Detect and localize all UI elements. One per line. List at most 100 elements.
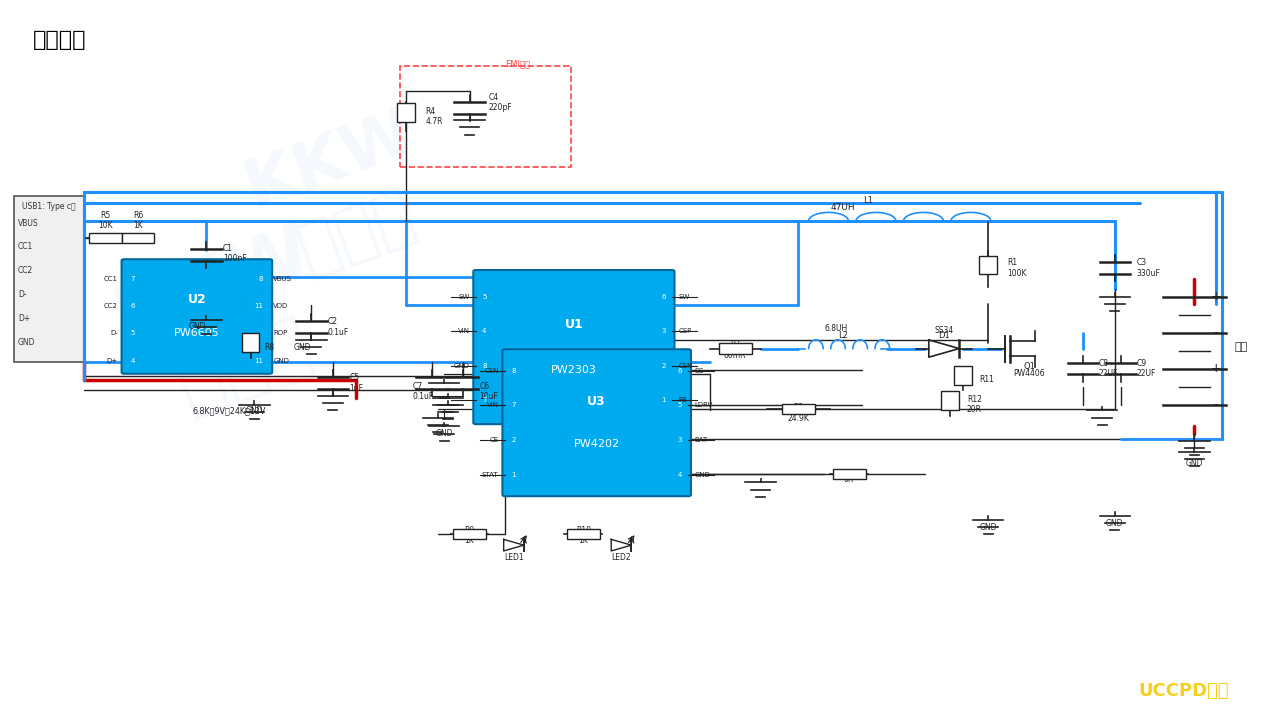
Bar <box>941 391 959 410</box>
Text: 电池: 电池 <box>1235 342 1248 352</box>
Text: KKW
奇克微: KKW 奇克微 <box>236 99 450 293</box>
Text: R4
4.7R: R4 4.7R <box>425 107 443 127</box>
Text: L1: L1 <box>864 196 872 205</box>
Bar <box>954 366 971 385</box>
Bar <box>979 256 997 274</box>
Bar <box>89 233 122 243</box>
Text: R9
1K: R9 1K <box>464 526 474 545</box>
Text: VBUS: VBUS <box>18 219 38 228</box>
Text: PW6605: PW6605 <box>174 328 219 338</box>
Text: FB: FB <box>678 398 687 403</box>
Text: SC: SC <box>695 368 704 374</box>
Text: 1: 1 <box>511 471 516 478</box>
Text: GND: GND <box>18 338 36 346</box>
Text: GND: GND <box>1186 459 1203 468</box>
Text: -: - <box>1213 398 1219 411</box>
Text: 2: 2 <box>661 363 666 369</box>
Text: USB1: Type c口: USB1: Type c口 <box>22 202 76 210</box>
Text: R12
20R: R12 20R <box>966 395 981 414</box>
Text: PW2303: PW2303 <box>552 365 597 375</box>
Text: 附原理图: 附原理图 <box>33 30 86 50</box>
Text: D-: D- <box>18 290 27 299</box>
Text: 5: 5 <box>482 294 487 299</box>
Text: +: + <box>1211 290 1221 303</box>
Bar <box>14 196 84 362</box>
Text: U1: U1 <box>564 318 583 331</box>
FancyBboxPatch shape <box>502 349 691 496</box>
Text: C3
330uF: C3 330uF <box>1136 258 1160 278</box>
Text: CC2: CC2 <box>18 266 33 275</box>
Text: 4: 4 <box>677 471 682 478</box>
Text: 4: 4 <box>131 358 134 364</box>
Text: PW4406: PW4406 <box>1013 369 1045 378</box>
Text: 4: 4 <box>482 328 487 334</box>
Text: C5
1uF: C5 1uF <box>349 373 364 393</box>
Text: SW: SW <box>678 294 690 299</box>
Text: 6.8UH: 6.8UH <box>824 324 848 333</box>
Text: CE: CE <box>489 437 498 443</box>
Text: VDD: VDD <box>274 303 289 309</box>
Text: 6.8K为9V，24K为12V: 6.8K为9V，24K为12V <box>193 406 266 415</box>
Text: R11: R11 <box>979 375 994 384</box>
Text: ROP: ROP <box>274 330 288 336</box>
Text: STAT: STAT <box>482 471 498 478</box>
Text: D-: D- <box>110 330 118 336</box>
Text: 7: 7 <box>511 403 516 408</box>
Text: C7
0.1uF: C7 0.1uF <box>412 382 434 401</box>
Text: LED2: LED2 <box>611 552 631 562</box>
Text: 2: 2 <box>511 437 516 443</box>
Text: CSN: CSN <box>678 363 692 369</box>
Text: GND: GND <box>189 322 207 331</box>
Bar <box>397 103 415 121</box>
Bar <box>833 469 866 479</box>
Text: 7: 7 <box>131 275 134 282</box>
Text: LDRV: LDRV <box>695 403 713 408</box>
Text: 11: 11 <box>255 303 264 309</box>
Text: U2: U2 <box>188 294 207 307</box>
Text: GND: GND <box>695 471 710 478</box>
Text: GND: GND <box>1106 518 1123 528</box>
Text: D+: D+ <box>107 358 118 364</box>
Text: L2: L2 <box>838 330 848 340</box>
Text: R7
60mR: R7 60mR <box>724 341 747 360</box>
Text: 0R: 0R <box>844 476 855 484</box>
Text: C6
10uF: C6 10uF <box>479 382 498 401</box>
Text: PW4202: PW4202 <box>573 440 620 449</box>
Text: GND: GND <box>435 429 453 438</box>
Text: GND: GND <box>294 343 311 352</box>
Text: Q1: Q1 <box>1023 362 1036 371</box>
Bar <box>122 233 155 243</box>
Text: 8: 8 <box>511 368 516 374</box>
Text: D1: D1 <box>938 330 950 340</box>
Text: EMI吸收: EMI吸收 <box>505 59 530 68</box>
Text: SW: SW <box>458 294 469 299</box>
Text: 6: 6 <box>661 294 666 299</box>
Text: 3: 3 <box>677 437 682 443</box>
FancyBboxPatch shape <box>473 270 675 424</box>
Text: C2
0.1uF: C2 0.1uF <box>328 317 349 337</box>
FancyBboxPatch shape <box>122 260 273 374</box>
Text: -: - <box>1213 326 1219 339</box>
Text: VIN: VIN <box>458 328 469 334</box>
Text: GND: GND <box>454 363 469 369</box>
Text: 3: 3 <box>661 328 666 334</box>
Text: VIN: VIN <box>487 403 498 408</box>
Text: KKW
奇克微: KKW 奇克微 <box>107 216 351 435</box>
Text: UCCPD论坛: UCCPD论坛 <box>1137 682 1229 700</box>
Text: R1
100K: R1 100K <box>1007 258 1027 278</box>
Text: CSN: CSN <box>484 368 498 374</box>
Text: CC1: CC1 <box>18 242 33 252</box>
Text: C4
220pF: C4 220pF <box>488 93 512 112</box>
Text: 11: 11 <box>255 358 264 364</box>
Text: BAT: BAT <box>695 437 708 443</box>
Text: 47UH: 47UH <box>831 203 855 213</box>
Text: 8: 8 <box>259 275 264 282</box>
Text: R10
1K: R10 1K <box>576 526 591 545</box>
Text: LED1: LED1 <box>503 552 524 562</box>
Text: GND: GND <box>274 358 289 364</box>
Text: CC1: CC1 <box>104 275 118 282</box>
Text: 8: 8 <box>482 363 487 369</box>
Text: U3: U3 <box>587 395 606 408</box>
Text: 6: 6 <box>131 303 134 309</box>
Text: R8: R8 <box>265 343 275 351</box>
